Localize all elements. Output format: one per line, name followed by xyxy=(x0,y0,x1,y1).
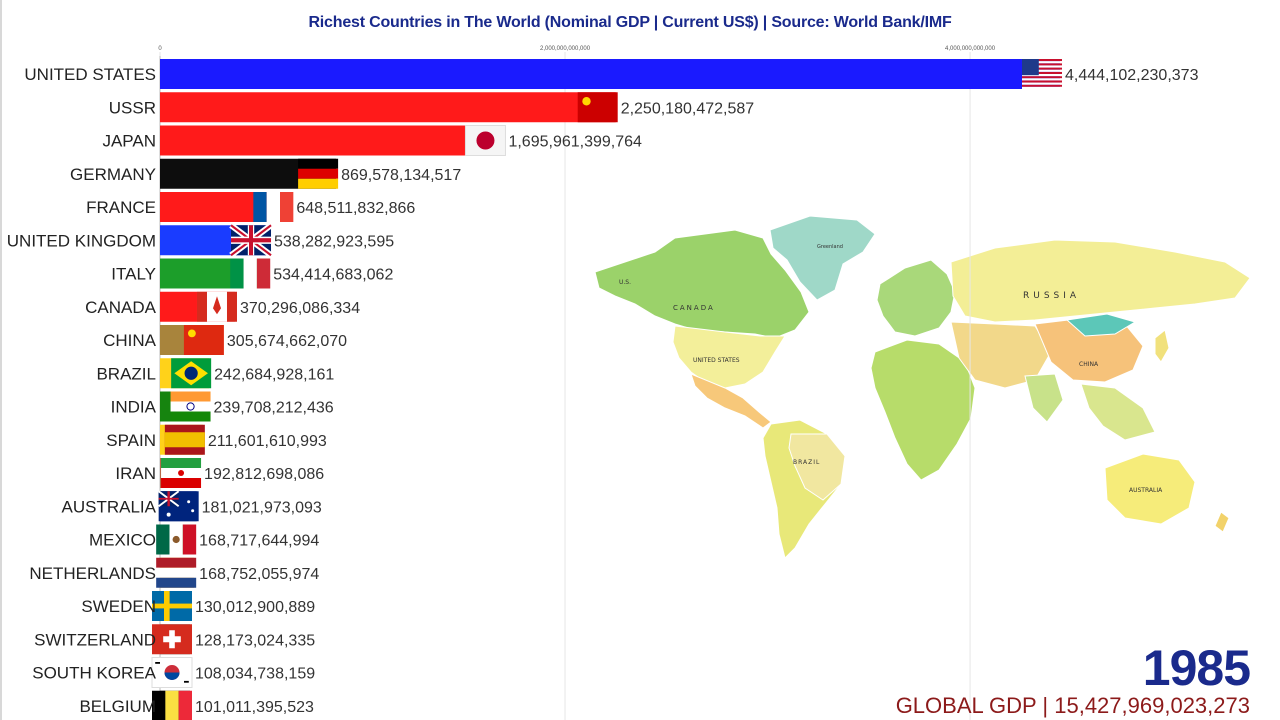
category-label: AUSTRALIA xyxy=(62,497,157,516)
ussr-flag-icon xyxy=(577,92,618,123)
china-flag-icon xyxy=(183,325,224,355)
map-africa xyxy=(870,339,976,481)
value-label: 128,173,024,335 xyxy=(195,632,315,649)
category-label: UNITED KINGDOM xyxy=(7,231,156,250)
value-label: 4,444,102,230,373 xyxy=(1065,67,1199,84)
chart-title: Richest Countries in The World (Nominal … xyxy=(308,14,952,31)
germany-flag-icon xyxy=(298,158,339,189)
map-new-zealand xyxy=(1214,511,1230,533)
value-label: 211,601,610,993 xyxy=(208,433,327,450)
year-label: 1985 xyxy=(1142,640,1251,696)
map-se-asia xyxy=(1080,383,1156,441)
map-label-usa: UNITED STATES xyxy=(693,357,740,364)
category-label: UNITED STATES xyxy=(24,65,156,84)
x-tick-label: 0 xyxy=(158,46,162,52)
map-australia xyxy=(1104,453,1196,525)
value-label: 108,034,738,159 xyxy=(195,666,315,683)
category-label: NETHERLANDS xyxy=(29,564,156,583)
italy-flag-icon xyxy=(230,258,271,289)
value-label: 370,296,086,334 xyxy=(240,300,360,317)
map-label-canada: CANADA xyxy=(673,304,715,312)
value-label: 168,752,055,974 xyxy=(199,566,319,583)
value-label: 538,282,923,595 xyxy=(274,233,394,250)
map-india xyxy=(1024,373,1064,423)
category-label: MEXICO xyxy=(89,531,156,550)
x-tick-label: 4,000,000,000,000 xyxy=(945,46,996,52)
category-label: BELGIUM xyxy=(79,697,156,716)
category-label: USSR xyxy=(109,98,156,117)
value-label: 192,812,698,086 xyxy=(204,466,324,483)
category-label: ITALY xyxy=(111,265,156,284)
bar-japan xyxy=(160,125,504,156)
global-gdp-label: GLOBAL GDP | 15,427,969,023,273 xyxy=(895,693,1250,718)
category-label: IRAN xyxy=(115,464,156,483)
map-japan xyxy=(1154,329,1170,363)
value-label: 2,250,180,472,587 xyxy=(621,100,755,117)
value-label: 534,414,683,062 xyxy=(273,267,393,284)
category-label: CHINA xyxy=(103,331,157,350)
sweden-flag-icon xyxy=(152,591,192,621)
left-border xyxy=(0,0,2,720)
bar-united-states xyxy=(160,59,1060,89)
netherlands-flag-icon xyxy=(156,557,197,588)
category-label: CANADA xyxy=(85,298,157,317)
india-flag-icon xyxy=(170,391,211,422)
value-label: 869,578,134,517 xyxy=(341,167,461,184)
spain-flag-icon xyxy=(164,424,205,455)
category-label: JAPAN xyxy=(102,132,156,151)
japan-flag-icon xyxy=(464,125,506,156)
value-label: 242,684,928,161 xyxy=(214,366,334,383)
x-tick-label: 2,000,000,000,000 xyxy=(540,46,591,52)
map-russia xyxy=(950,239,1251,323)
category-label: SOUTH KOREA xyxy=(32,664,156,683)
category-label: SWEDEN xyxy=(81,597,156,616)
map-usa xyxy=(672,325,786,389)
category-label: SWITZERLAND xyxy=(34,630,156,649)
category-label: SPAIN xyxy=(106,431,156,450)
map-label-china: CHINA xyxy=(1079,361,1099,368)
value-label: 168,717,644,994 xyxy=(199,533,319,550)
value-label: 305,674,662,070 xyxy=(227,333,347,350)
world-map: CANADA U.S. Greenland UNITED STATES BRAZ… xyxy=(595,215,1251,559)
brazil-flag-icon xyxy=(171,358,212,389)
category-label: INDIA xyxy=(111,398,157,417)
map-label-brazil: BRAZIL xyxy=(793,459,820,466)
value-label: 648,511,832,866 xyxy=(296,200,415,217)
map-greenland xyxy=(769,215,876,301)
bar-ussr xyxy=(160,92,616,123)
value-label: 239,708,212,436 xyxy=(214,400,334,417)
map-mongolia xyxy=(1065,313,1137,337)
australia-flag-icon xyxy=(158,490,199,522)
value-label: 181,021,973,093 xyxy=(202,499,322,516)
usa-flag-icon xyxy=(1022,59,1062,89)
france-flag-icon xyxy=(253,192,294,222)
category-label: GERMANY xyxy=(70,165,156,184)
value-label: 130,012,900,889 xyxy=(195,599,315,616)
canada-flag-icon xyxy=(196,291,237,322)
map-label-australia: AUSTRALIA xyxy=(1129,487,1163,494)
map-label-greenland: Greenland xyxy=(817,244,843,250)
map-europe xyxy=(876,259,956,337)
value-label: 101,011,395,523 xyxy=(195,699,314,716)
iran-flag-icon xyxy=(161,458,202,488)
map-label-us: U.S. xyxy=(619,279,631,286)
belgium-flag-icon xyxy=(152,690,192,720)
value-label: 1,695,961,399,764 xyxy=(508,134,642,151)
map-brazil xyxy=(788,433,846,501)
south-korea-flag-icon xyxy=(151,657,193,688)
category-label: FRANCE xyxy=(86,198,156,217)
switzerland-flag-icon xyxy=(152,624,192,655)
mexico-flag-icon xyxy=(156,524,197,555)
map-label-russia: RUSSIA xyxy=(1023,291,1080,301)
uk-flag-icon xyxy=(229,222,273,258)
category-label: BRAZIL xyxy=(96,364,156,383)
map-canada xyxy=(595,229,810,339)
map-mexico xyxy=(690,373,772,429)
